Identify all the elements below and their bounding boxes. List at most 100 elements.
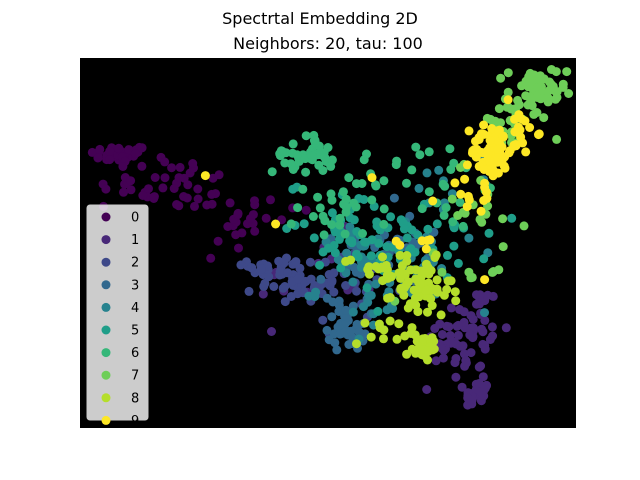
point-class-7	[447, 194, 457, 204]
point-class-2	[278, 283, 288, 293]
point-class-8	[443, 276, 453, 286]
legend-label-5: 5	[131, 324, 139, 339]
point-class-1	[479, 391, 489, 401]
point-class-6	[315, 203, 325, 213]
point-class-2	[256, 264, 266, 274]
point-class-4	[434, 165, 444, 175]
point-class-0	[214, 170, 224, 180]
legend-label-0: 0	[131, 211, 139, 226]
point-class-6	[320, 153, 330, 163]
point-class-5	[402, 233, 412, 243]
point-class-6	[440, 181, 450, 191]
point-class-0	[250, 200, 260, 210]
point-class-5	[507, 213, 517, 223]
point-class-8	[366, 332, 376, 342]
point-class-6	[411, 142, 421, 152]
point-class-7	[543, 97, 553, 107]
legend-label-7: 7	[131, 369, 139, 384]
point-class-0	[183, 180, 193, 190]
point-class-2	[305, 257, 315, 267]
point-class-7	[517, 81, 527, 91]
point-class-8	[363, 264, 373, 274]
point-class-0	[206, 253, 216, 263]
legend-marker-0	[101, 212, 111, 222]
point-class-9	[428, 196, 438, 206]
point-class-0	[231, 230, 241, 240]
point-class-6	[293, 203, 303, 213]
point-class-0	[131, 149, 140, 159]
point-class-1	[436, 343, 446, 353]
point-class-6	[340, 229, 350, 239]
point-class-0	[250, 226, 260, 236]
point-class-8	[450, 287, 460, 297]
point-class-6	[301, 167, 311, 177]
legend-marker-9	[101, 415, 111, 425]
point-class-8	[396, 283, 406, 293]
point-class-0	[160, 157, 170, 167]
legend-label-9: 9	[131, 414, 139, 429]
point-class-8	[422, 285, 432, 295]
point-class-3	[330, 338, 340, 348]
legend-marker-4	[101, 302, 111, 312]
point-class-6	[441, 203, 451, 213]
point-class-4	[348, 307, 358, 317]
point-class-5	[330, 248, 340, 258]
chart-subtitle: Neighbors: 20, tau: 100	[233, 34, 423, 53]
point-class-2	[269, 282, 279, 291]
legend-marker-7	[101, 370, 111, 380]
point-class-2	[244, 286, 254, 296]
point-class-3	[322, 325, 332, 335]
point-class-6	[314, 160, 324, 170]
point-class-4	[414, 183, 424, 193]
point-class-1	[453, 330, 463, 340]
point-class-6	[402, 178, 411, 188]
point-class-8	[394, 319, 404, 329]
point-class-8	[427, 301, 437, 310]
point-class-7	[552, 134, 562, 144]
point-class-1	[457, 382, 467, 392]
point-class-4	[304, 291, 314, 301]
point-class-5	[449, 241, 459, 251]
point-class-0	[124, 145, 134, 155]
point-class-0	[119, 187, 128, 197]
point-class-6	[301, 131, 311, 141]
point-class-9	[487, 124, 497, 133]
point-class-0	[126, 176, 136, 186]
point-class-4	[348, 277, 358, 287]
point-class-0	[207, 189, 217, 199]
point-class-0	[261, 213, 271, 223]
point-class-1	[455, 305, 465, 314]
point-class-7	[456, 163, 465, 172]
point-class-7	[529, 109, 539, 119]
point-class-8	[386, 272, 396, 282]
point-class-8	[423, 307, 432, 317]
point-class-9	[421, 244, 431, 254]
point-class-8	[392, 334, 402, 344]
point-class-6	[458, 221, 468, 231]
point-class-1	[458, 341, 468, 351]
point-class-5	[399, 224, 409, 234]
point-class-6	[379, 176, 389, 186]
point-class-1	[468, 333, 478, 343]
point-class-5	[443, 250, 452, 260]
point-class-1	[474, 379, 484, 388]
point-class-1	[466, 323, 476, 333]
point-class-4	[345, 222, 355, 232]
point-class-7	[475, 214, 485, 224]
point-class-1	[459, 349, 469, 359]
point-class-8	[421, 259, 431, 269]
legend-label-3: 3	[131, 278, 139, 293]
point-class-0	[233, 210, 243, 220]
point-class-3	[322, 293, 332, 303]
point-class-8	[426, 266, 436, 276]
point-class-6	[439, 210, 449, 220]
point-class-9	[480, 275, 490, 285]
point-class-0	[248, 210, 258, 220]
point-class-2	[341, 281, 351, 290]
point-class-2	[236, 260, 246, 270]
point-class-2	[280, 297, 290, 307]
point-class-0	[118, 162, 128, 171]
point-class-1	[267, 327, 276, 336]
legend-label-4: 4	[131, 301, 139, 316]
point-class-6	[341, 202, 351, 212]
